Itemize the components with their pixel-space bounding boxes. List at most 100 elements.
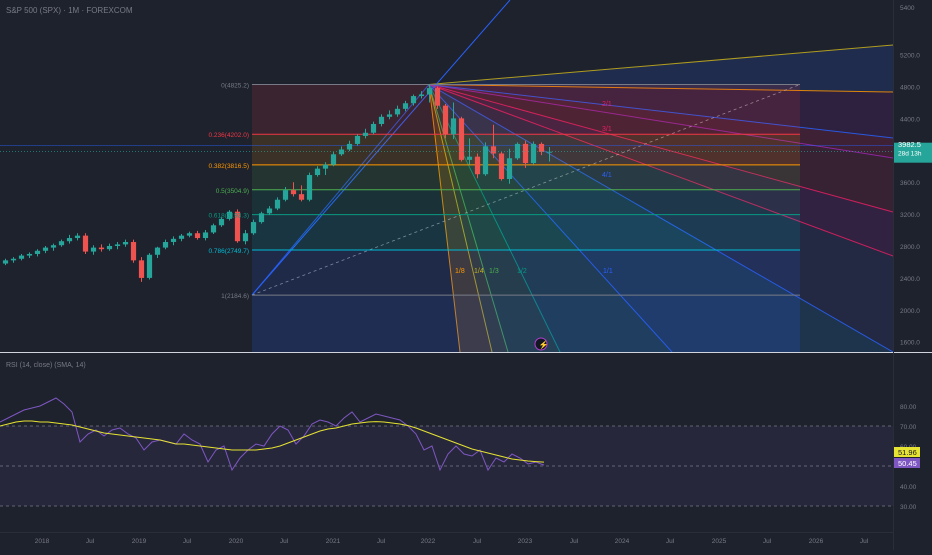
gann-fan-line <box>428 44 893 85</box>
fib-level-label: 0.382(3816.5) <box>209 163 249 170</box>
symbol-title: S&P 500 (SPX) · 1M · FOREXCOM <box>6 6 133 15</box>
rsi-sma-line <box>0 420 545 463</box>
candle-body <box>314 168 321 176</box>
fib-level-label: 0.618(3193.3) <box>209 213 249 220</box>
time-tick-label: 2019 <box>132 538 147 545</box>
rsi-sma-value: 51.96 <box>898 448 917 457</box>
candle-body <box>90 247 97 252</box>
candle-body <box>82 235 89 252</box>
time-axis[interactable]: 2018 Jul 2019 Jul 2020 Jul 2021 Jul 2022 Jul 2023 J… <box>0 532 893 546</box>
time-tick-label: 2026 <box>809 538 824 545</box>
time-tick-label: Jul <box>183 538 192 545</box>
fib-zone <box>252 84 800 135</box>
gann-fan-label: 1/4 <box>474 268 484 275</box>
fib-retracement-drawing[interactable] <box>0 83 893 352</box>
candle-body <box>50 245 57 248</box>
candle-body <box>338 149 345 155</box>
gann-fan-label: 1/3 <box>489 268 499 275</box>
candle-body <box>122 242 129 245</box>
gann-fan-line <box>428 83 893 93</box>
rsi-value-badge: 50.45 <box>894 458 920 468</box>
candle-body <box>530 143 537 164</box>
candle-body <box>114 244 121 246</box>
candle-body <box>418 94 425 97</box>
candle-body <box>274 199 281 209</box>
fib-level-label: 0.5(3504.9) <box>216 188 249 195</box>
gann-fan-line <box>428 84 509 352</box>
fib-zone <box>252 250 800 296</box>
candle-body <box>154 247 161 255</box>
candle-body <box>538 143 545 152</box>
candle-body <box>202 232 209 239</box>
candle-body <box>226 211 233 219</box>
candle-body <box>66 238 73 242</box>
time-tick-label: 2023 <box>518 538 533 545</box>
time-tick-label: 2020 <box>229 538 244 545</box>
fib-level-label: 0(4825.2) <box>221 82 249 89</box>
candle-body <box>522 143 529 164</box>
price-tick-label: 3600.0 <box>900 180 920 187</box>
rsi-value: 50.45 <box>898 459 917 468</box>
fib-diagonal-line <box>251 84 801 296</box>
candle-body <box>394 108 401 115</box>
time-tick-label: 2025 <box>712 538 727 545</box>
gann-fan-line <box>428 84 893 352</box>
candle-body <box>138 260 145 278</box>
candle-body <box>170 238 177 243</box>
candle-body <box>458 118 465 160</box>
rsi-tick-label: 40.00 <box>900 484 917 491</box>
gann-fan-label: 3/1 <box>602 126 612 133</box>
candle-body <box>362 132 369 136</box>
bar-countdown-label: 28d 13h <box>898 151 922 158</box>
candle-body <box>322 164 329 169</box>
flash-icon[interactable]: ⚡ <box>534 337 548 351</box>
gann-fan-line <box>428 84 493 352</box>
gann-fan-band <box>429 45 893 92</box>
candle-body <box>402 103 409 109</box>
time-tick-label: Jul <box>377 538 386 545</box>
candle-body <box>42 247 49 251</box>
candle-body <box>258 213 265 223</box>
gann-fan-label: 2/1 <box>602 101 612 108</box>
fib-level-label: 1(2184.6) <box>221 293 249 300</box>
time-tick-label: 2018 <box>35 538 50 545</box>
time-tick-label: Jul <box>860 538 869 545</box>
candle-body <box>490 146 497 154</box>
candle-body <box>482 146 489 175</box>
price-tick-label: 4400.0 <box>900 116 920 123</box>
current-price-label: 3982.5 <box>898 140 921 149</box>
time-tick-label: Jul <box>763 538 772 545</box>
time-tick-label: Jul <box>86 538 95 545</box>
candle-body <box>106 246 113 250</box>
price-tick-label: 5400 <box>900 5 915 12</box>
candle-body <box>474 156 481 175</box>
gann-fan-line <box>428 84 461 352</box>
fib-level-label: 0.786(2749.7) <box>209 248 249 255</box>
gann-fan-line <box>428 84 893 213</box>
rsi-tick-label: 30.00 <box>900 504 917 511</box>
candle-body <box>546 151 553 153</box>
current-price-badge: 3982.5 28d 13h <box>894 140 932 163</box>
time-tick-label: Jul <box>570 538 579 545</box>
gann-fan-label: 1/1 <box>603 268 613 275</box>
price-tick-label: 1600.0 <box>900 340 920 347</box>
gann-fan-label: 4/1 <box>602 172 612 179</box>
candle-body <box>378 116 385 124</box>
candle-body <box>330 154 337 165</box>
candle-body <box>98 247 105 250</box>
candle-body <box>282 190 289 200</box>
candle-body <box>298 194 305 200</box>
candle-body <box>210 225 217 233</box>
candle-body <box>306 175 313 200</box>
candle-body <box>34 250 41 254</box>
candle-body <box>426 88 433 95</box>
candle-body <box>386 114 393 117</box>
candle-body <box>58 241 65 246</box>
candlestick-series <box>0 84 893 282</box>
price-tick-label: 2800.0 <box>900 244 920 251</box>
gann-fan-line <box>428 84 561 352</box>
rsi-line <box>0 397 545 472</box>
gann-fan-drawing[interactable] <box>251 0 893 352</box>
